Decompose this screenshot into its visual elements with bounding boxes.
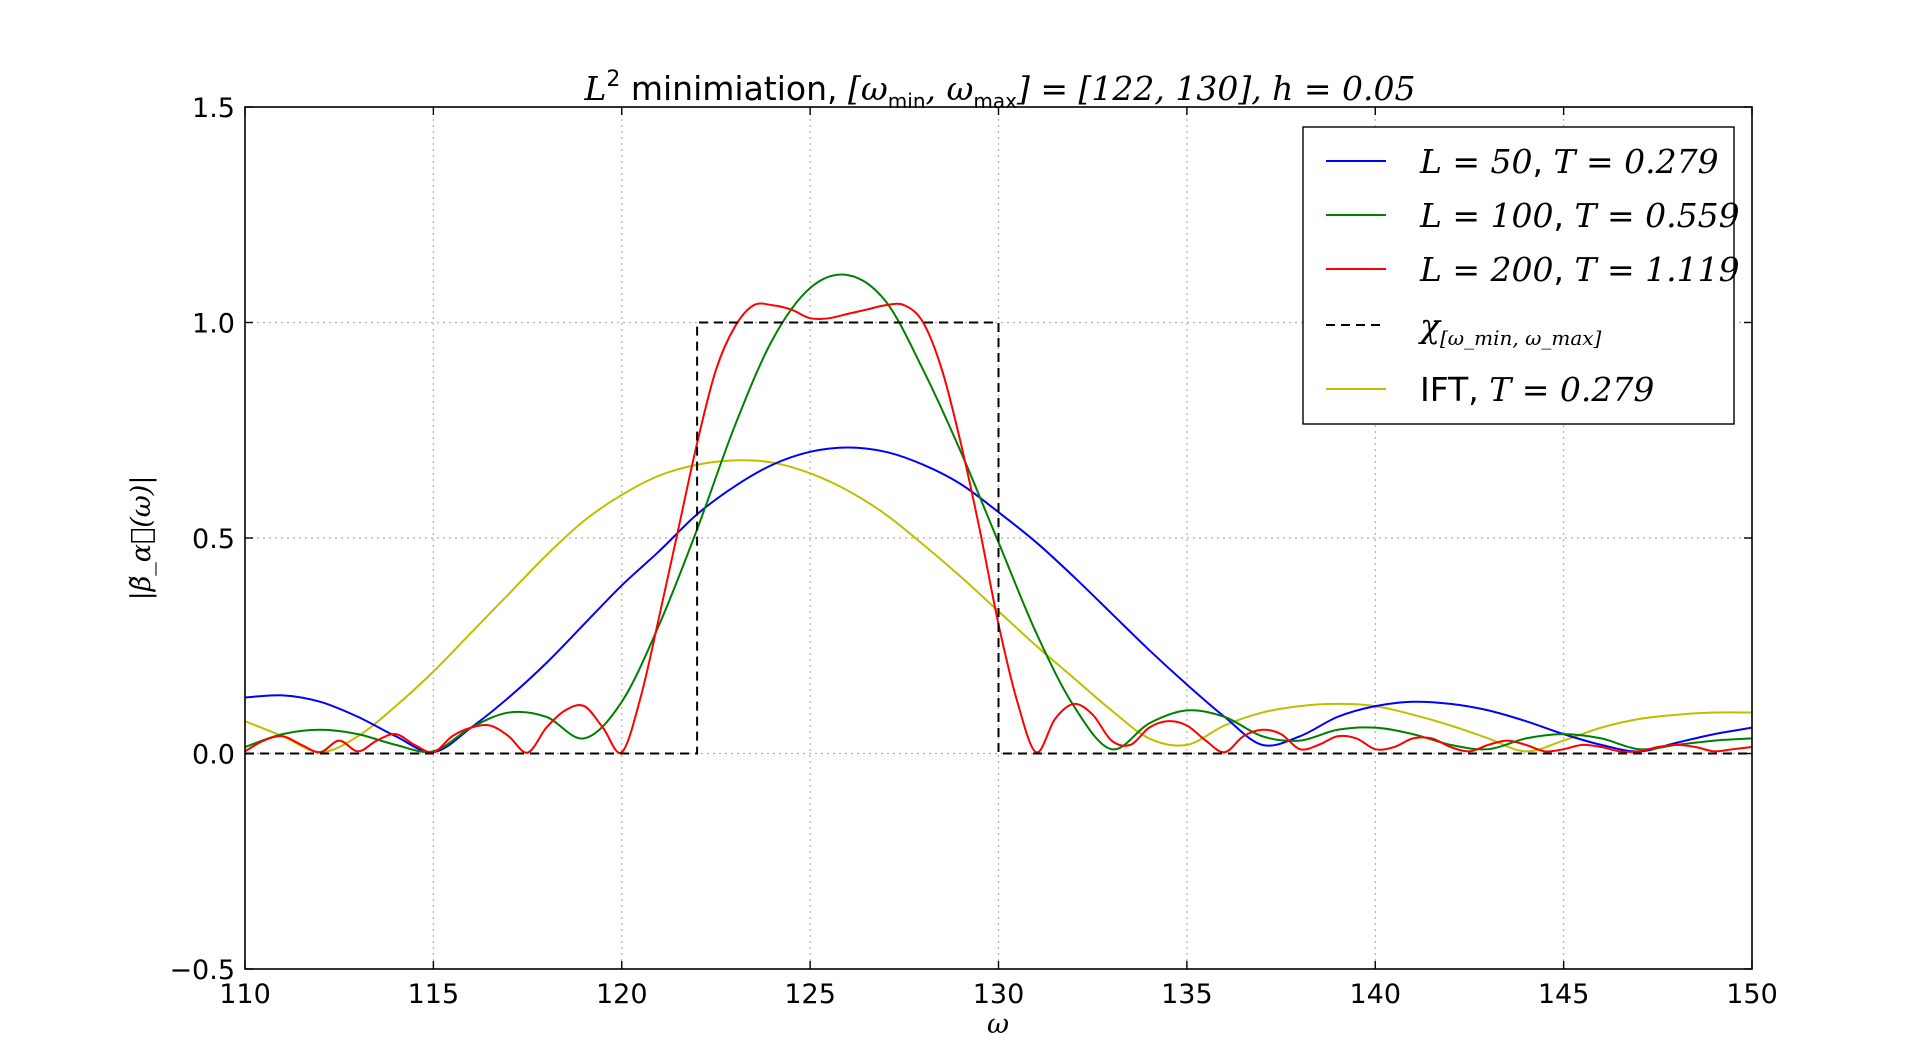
- x-tick-label: 115: [408, 979, 460, 1010]
- series-line-1: [244, 273, 1753, 754]
- y-tick-label: −0.5: [169, 955, 235, 986]
- legend-label-0: L = 50, T = 0.279: [1419, 142, 1719, 181]
- chart-title: L2 minimiation, [ωmin, ωmax] = [122, 130…: [583, 67, 1415, 113]
- series-line-0: [244, 446, 1753, 754]
- x-tick-label: 135: [1161, 979, 1213, 1010]
- legend: L = 50, T = 0.279 L = 100, T = 0.559 L = 2…: [1302, 126, 1740, 425]
- x-tick-label: 110: [219, 979, 271, 1010]
- legend-frame: [1302, 126, 1735, 425]
- y-tick-label: 0.5: [192, 524, 235, 555]
- plot-area: [244, 273, 1753, 755]
- x-tick-label: 150: [1726, 979, 1778, 1010]
- series-line-2: [244, 302, 1753, 754]
- y-tick-label: 0.0: [192, 740, 235, 771]
- y-tick-label: 1.5: [192, 93, 235, 124]
- x-tick-label: 120: [596, 979, 648, 1010]
- legend-label-1: L = 100, T = 0.559: [1419, 196, 1740, 235]
- x-tick-label: 125: [784, 979, 836, 1010]
- y-axis-label: |β̃_α⃗(ω)|: [126, 476, 157, 601]
- legend-label-2: L = 200, T = 1.119: [1419, 250, 1740, 289]
- x-tick-label: 140: [1349, 979, 1401, 1010]
- y-tick-label: 1.0: [192, 309, 235, 340]
- x-axis-label: ω: [987, 1009, 1009, 1040]
- x-tick-label: 130: [973, 979, 1025, 1010]
- legend-label-3: χ[ω_min, ω_max]: [1418, 306, 1602, 350]
- legend-label-4: IFT, T = 0.279: [1420, 370, 1654, 409]
- axis-ticks: 110 115 120 125 130 135 140 145 150 −0.5 0.0 0.5 1.0…: [169, 93, 1777, 1010]
- series-line-3: [245, 321, 1752, 755]
- x-tick-label: 145: [1538, 979, 1590, 1010]
